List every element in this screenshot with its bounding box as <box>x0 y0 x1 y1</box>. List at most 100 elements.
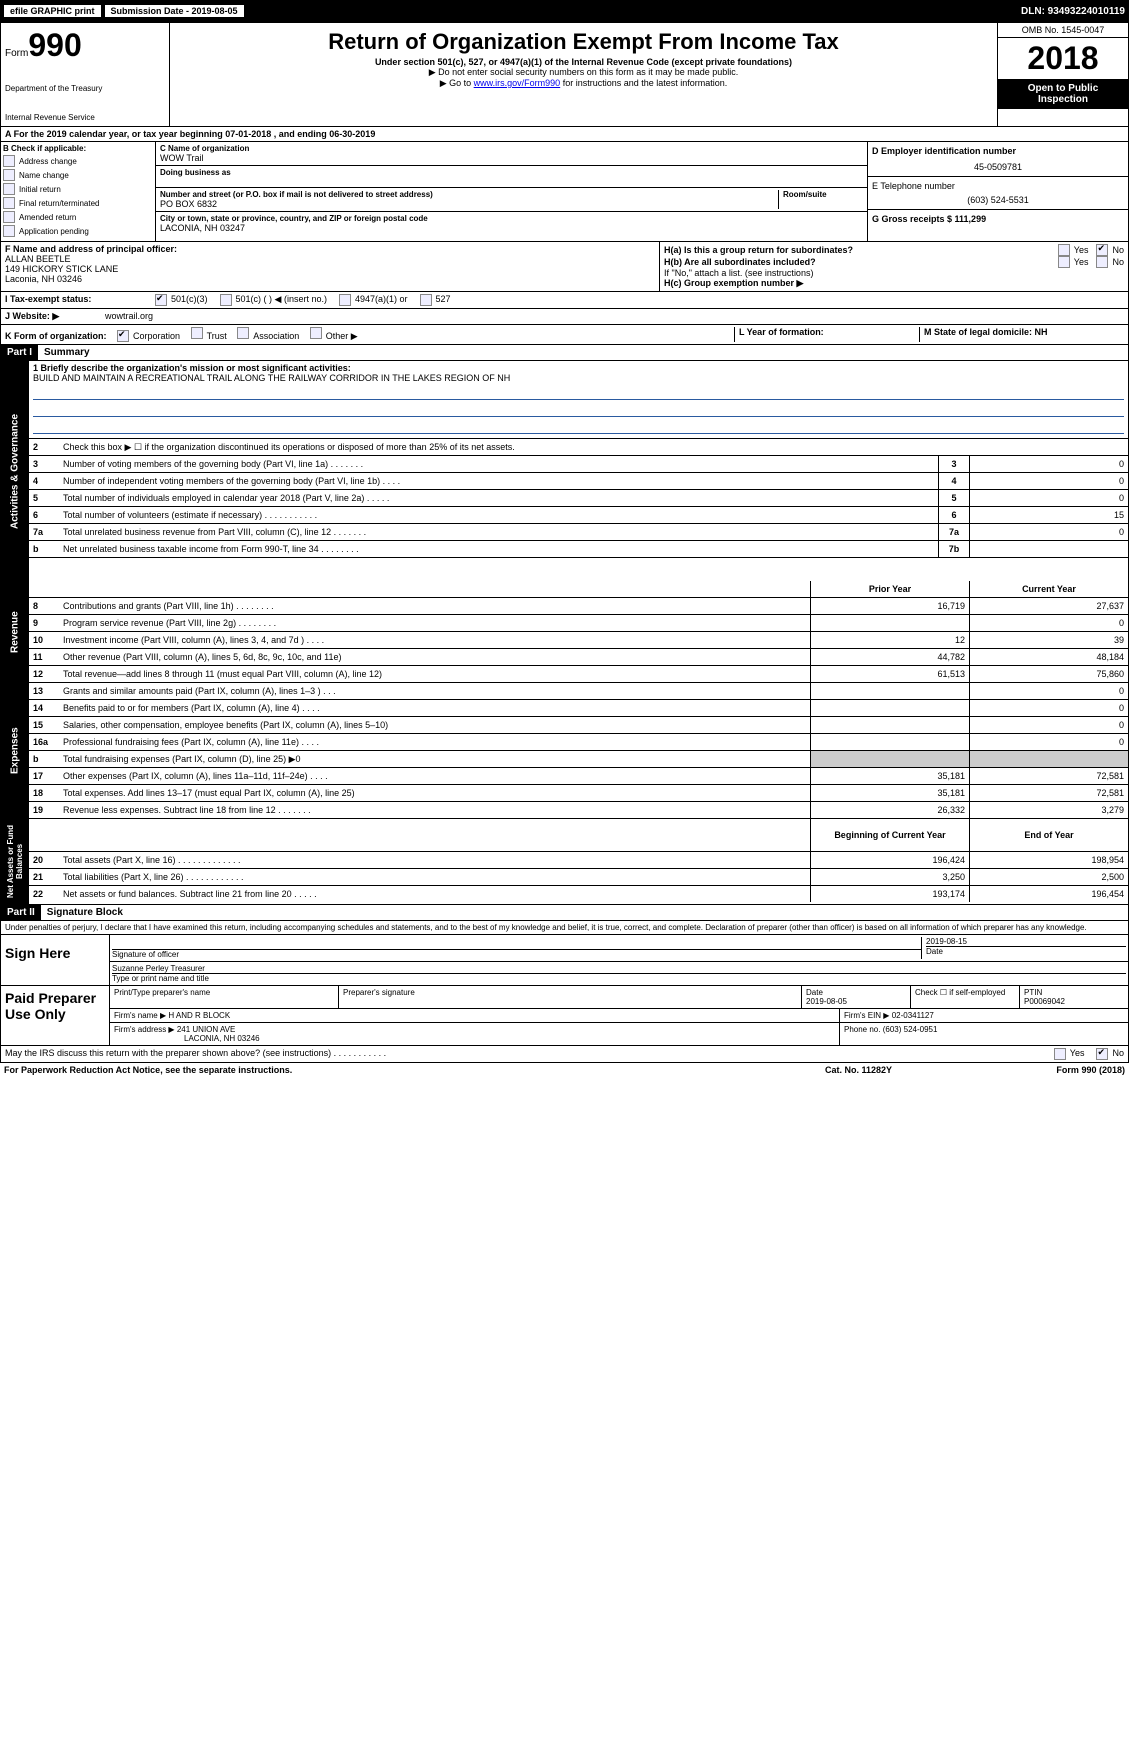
part1-bar: Part I Summary <box>0 345 1129 361</box>
sig-date-label: Date <box>926 946 1126 956</box>
hb-note: If "No," attach a list. (see instruction… <box>664 268 1124 278</box>
note2-pre: ▶ Go to <box>440 78 474 88</box>
4947-check[interactable] <box>339 294 351 306</box>
table-row: 7aTotal unrelated business revenue from … <box>29 524 1128 541</box>
hc-label: H(c) Group exemption number ▶ <box>664 278 803 288</box>
efile-label: efile GRAPHIC print <box>4 5 101 17</box>
city-label: City or town, state or province, country… <box>160 214 863 223</box>
part2-label: Part II <box>1 905 41 920</box>
firm-city: LACONIA, NH 03246 <box>114 1034 835 1043</box>
table-row: 22Net assets or fund balances. Subtract … <box>29 886 1128 902</box>
hb-yes: Yes <box>1074 257 1089 267</box>
initial-return-check[interactable] <box>3 183 15 195</box>
part2-bar: Part II Signature Block <box>0 905 1129 921</box>
trust-check[interactable] <box>191 327 203 339</box>
ha-label: H(a) Is this a group return for subordin… <box>664 245 853 255</box>
officer-city: Laconia, NH 03246 <box>5 274 655 284</box>
revenue-tab: Revenue <box>1 581 29 683</box>
table-row: 21Total liabilities (Part X, line 26) . … <box>29 869 1128 886</box>
addr-change-label: Address change <box>19 157 77 166</box>
name-change-check[interactable] <box>3 169 15 181</box>
table-row: 18Total expenses. Add lines 13–17 (must … <box>29 785 1128 802</box>
sig-officer-label: Signature of officer <box>112 949 921 959</box>
hb-yes-check[interactable] <box>1058 256 1070 268</box>
header-bar: efile GRAPHIC print Submission Date - 20… <box>0 0 1129 22</box>
part1-title: Summary <box>38 345 96 360</box>
table-row: 17Other expenses (Part IX, column (A), l… <box>29 768 1128 785</box>
table-row: bNet unrelated business taxable income f… <box>29 541 1128 558</box>
mission-text: BUILD AND MAINTAIN A RECREATIONAL TRAIL … <box>33 373 1124 383</box>
table-row: 10Investment income (Part VIII, column (… <box>29 632 1128 649</box>
form-number: 990 <box>28 27 81 63</box>
org-name: WOW Trail <box>160 153 863 163</box>
other-check[interactable] <box>310 327 322 339</box>
tax-exempt-label: I Tax-exempt status: <box>5 294 155 306</box>
pending-check[interactable] <box>3 225 15 237</box>
527-check[interactable] <box>420 294 432 306</box>
table-row: 5Total number of individuals employed in… <box>29 490 1128 507</box>
firm-name-label: Firm's name ▶ <box>114 1011 166 1020</box>
perjury-text: Under penalties of perjury, I declare th… <box>1 921 1128 934</box>
section-deg: D Employer identification number 45-0509… <box>867 142 1128 241</box>
section-h: H(a) Is this a group return for subordin… <box>659 242 1128 291</box>
hb-no: No <box>1112 257 1124 267</box>
netassets-tab: Net Assets or Fund Balances <box>1 819 29 904</box>
room-label: Room/suite <box>783 190 863 199</box>
hb-no-check[interactable] <box>1096 256 1108 268</box>
table-row: 3Number of voting members of the governi… <box>29 456 1128 473</box>
discuss-no: No <box>1112 1048 1124 1060</box>
discuss-yes-check[interactable] <box>1054 1048 1066 1060</box>
netassets-section: Net Assets or Fund Balances Beginning of… <box>0 819 1129 905</box>
501c-label: 501(c) ( ) ◀ (insert no.) <box>236 294 327 306</box>
year-formation: L Year of formation: <box>734 327 919 342</box>
assoc-check[interactable] <box>237 327 249 339</box>
dln: DLN: 93493224010119 <box>1021 6 1125 17</box>
year-box: OMB No. 1545-0047 2018 Open to Public In… <box>997 23 1128 126</box>
discuss-no-check[interactable] <box>1096 1048 1108 1060</box>
sig-date: 2019-08-15 <box>926 937 1126 946</box>
irs-link[interactable]: www.irs.gov/Form990 <box>474 78 561 88</box>
end-year-header: End of Year <box>969 819 1128 851</box>
501c3-check[interactable] <box>155 294 167 306</box>
part2-title: Signature Block <box>41 905 129 920</box>
amended-check[interactable] <box>3 211 15 223</box>
corp-check[interactable] <box>117 330 129 342</box>
501c-check[interactable] <box>220 294 232 306</box>
form-id-box: Form990 Department of the Treasury Inter… <box>1 23 170 126</box>
corp-label: Corporation <box>133 331 180 341</box>
table-row: 13Grants and similar amounts paid (Part … <box>29 683 1128 700</box>
dept-irs: Internal Revenue Service <box>5 113 165 122</box>
tax-exempt-row: I Tax-exempt status: 501(c)(3) 501(c) ( … <box>0 292 1129 309</box>
form-title: Return of Organization Exempt From Incom… <box>174 29 993 55</box>
form-subtitle: Under section 501(c), 527, or 4947(a)(1)… <box>174 57 993 67</box>
ha-no: No <box>1112 245 1124 255</box>
gross-receipts: G Gross receipts $ 111,299 <box>872 214 1124 224</box>
klm-row: K Form of organization: Corporation Trus… <box>0 325 1129 345</box>
initial-return-label: Initial return <box>19 185 61 194</box>
table-row: 4Number of independent voting members of… <box>29 473 1128 490</box>
tax-year: 2018 <box>998 38 1128 79</box>
state-domicile: M State of legal domicile: NH <box>919 327 1124 342</box>
current-year-header: Current Year <box>969 581 1128 597</box>
signature-block: Under penalties of perjury, I declare th… <box>0 921 1129 1046</box>
addr-change-check[interactable] <box>3 155 15 167</box>
omb-number: OMB No. 1545-0047 <box>998 23 1128 38</box>
ptin-label: PTIN <box>1024 988 1124 997</box>
line2-text: Check this box ▶ ☐ if the organization d… <box>61 441 1128 454</box>
discuss-row: May the IRS discuss this return with the… <box>0 1046 1129 1063</box>
note2-post: for instructions and the latest informat… <box>560 78 727 88</box>
ptin-value: P00069042 <box>1024 997 1124 1006</box>
ha-yes-check[interactable] <box>1058 244 1070 256</box>
ha-no-check[interactable] <box>1096 244 1108 256</box>
other-label: Other ▶ <box>326 331 358 341</box>
form-note2: ▶ Go to www.irs.gov/Form990 for instruct… <box>174 78 993 89</box>
final-return-check[interactable] <box>3 197 15 209</box>
hb-label: H(b) Are all subordinates included? <box>664 257 816 267</box>
form-title-area: Return of Organization Exempt From Incom… <box>170 23 997 126</box>
officer-name: ALLAN BEETLE <box>5 254 655 264</box>
501c3-label: 501(c)(3) <box>171 294 208 306</box>
pending-label: Application pending <box>19 227 89 236</box>
section-c: C Name of organization WOW Trail Doing b… <box>156 142 867 241</box>
officer-label: F Name and address of principal officer: <box>5 244 655 254</box>
dba-label: Doing business as <box>160 168 863 177</box>
